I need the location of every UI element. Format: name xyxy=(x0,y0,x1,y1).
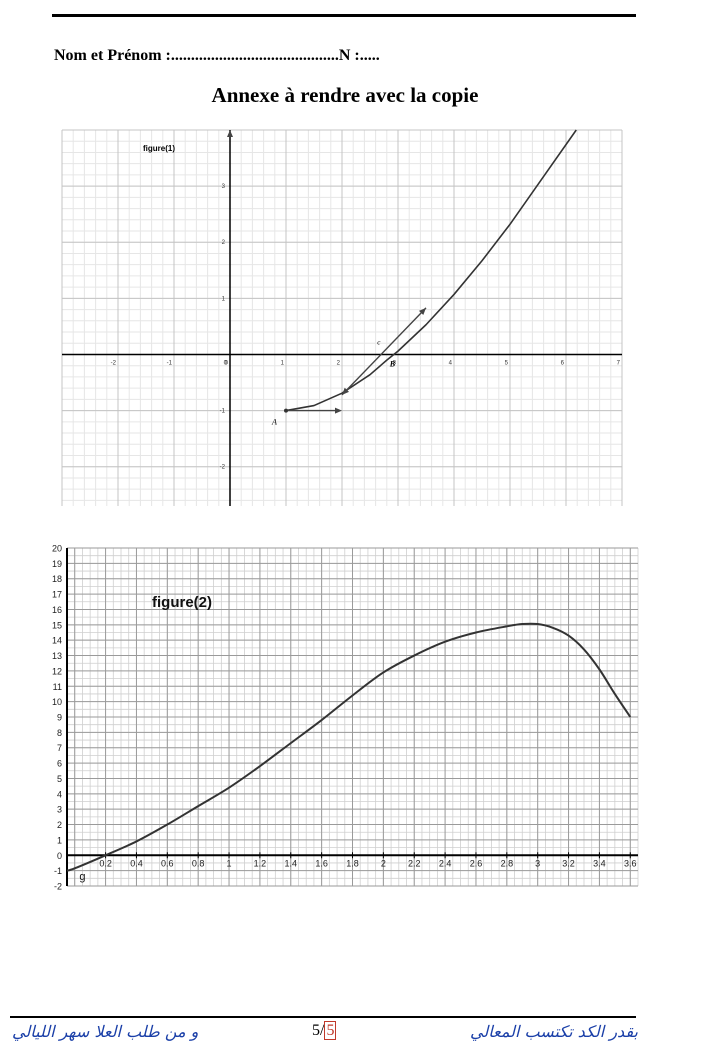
figure-1-origin-label: 0 xyxy=(224,360,228,366)
figure-2-y-tick-label: 10 xyxy=(52,697,62,707)
page-current: 5/ xyxy=(312,1022,325,1039)
figure-2-x-tick-label: 2.2 xyxy=(408,858,421,868)
figure-2-y-tick-label: 12 xyxy=(52,666,62,676)
figure-2-x-tick-label: 3 xyxy=(535,858,540,868)
figure-1-curve xyxy=(285,129,577,412)
figure-2-y-tick-label: 14 xyxy=(52,636,62,646)
figure-2-y-tick-label: 19 xyxy=(52,559,62,569)
figure-2-x-tick-label: 2.8 xyxy=(501,858,514,868)
figure-1-y-axis-arrow xyxy=(227,130,233,137)
page-number: 5/5 xyxy=(312,1021,337,1040)
figure-1-annotation-c: c xyxy=(377,339,381,347)
figure-2-y-tick-label: 8 xyxy=(57,728,62,738)
figure-2-y-tick-label: 13 xyxy=(52,651,62,661)
figure-2-y-tick-label: 3 xyxy=(57,805,62,815)
figure-1-y-tick-label: 2 xyxy=(222,240,226,246)
figure-2-y-tick-label: 11 xyxy=(53,682,62,692)
figure-1-x-tick-label: 7 xyxy=(617,360,621,366)
figure-2-x-tick-label: 3.2 xyxy=(562,858,575,868)
figure-2-x-tick-label: 3.4 xyxy=(593,858,606,868)
figure-2-x-tick-label: 0.8 xyxy=(192,858,205,868)
figure-2-y-tick-label: 17 xyxy=(52,590,62,600)
footer-left-text: و من طلب العلا سهر الليالي xyxy=(12,1022,199,1041)
figure-1-tangent-B-arrow-end xyxy=(418,307,426,316)
figure-1-point-A-label: A xyxy=(271,418,277,427)
figure-1-y-tick-label: 1 xyxy=(222,296,226,302)
figure-2-x-tick-label: 1.2 xyxy=(254,858,267,868)
figure-2-y-tick-label: 18 xyxy=(52,574,62,584)
figure-2-y-tick-label: 9 xyxy=(57,713,62,723)
figure-2-x-tick-label: 1 xyxy=(227,858,232,868)
figure-2-x-tick-label: 1.4 xyxy=(285,858,298,868)
figure-1-x-tick-label: 4 xyxy=(449,360,453,366)
figure-2-x-tick-label: 2.4 xyxy=(439,858,452,868)
figure-1-x-tick-label: -1 xyxy=(167,360,173,366)
figure-2-y-tick-label: -2 xyxy=(54,882,62,892)
figure-1-tangent-B-arrow-start xyxy=(342,387,350,395)
figure-1-x-tick-label: -2 xyxy=(111,360,117,366)
name-line: Nom et Prénom :.........................… xyxy=(54,47,380,64)
figure-1-y-tick-label: 3 xyxy=(222,184,226,190)
figure-2-y-tick-label: 4 xyxy=(57,789,62,799)
figure-2-title: figure(2) xyxy=(152,594,212,611)
figure-2-x-tick-label: 0.6 xyxy=(161,858,174,868)
document-title: Annexe à rendre avec la copie xyxy=(211,83,479,107)
figure-1-x-tick-label: 2 xyxy=(337,360,341,366)
figure-2-y-tick-label: 0 xyxy=(57,851,62,861)
figure-1-point-B-label: B xyxy=(389,359,396,368)
figure-2-y-tick-label: 16 xyxy=(52,605,62,615)
figure-1-x-tick-label: 5 xyxy=(505,360,509,366)
figure-1-x-tick-label: 6 xyxy=(561,360,565,366)
figure-2-x-tick-label: 2.6 xyxy=(470,858,483,868)
figure-2-x-tick-label: 0.4 xyxy=(130,858,143,868)
figure-2-curve xyxy=(66,622,632,872)
figure-2-curve-label: g xyxy=(79,871,85,883)
figure-1-title: figure(1) xyxy=(143,144,175,153)
figure-1-point-A xyxy=(284,408,288,413)
figure-2-x-tick-label: 2 xyxy=(381,858,386,868)
figure-1-x-tick-label: 3 xyxy=(393,360,397,366)
figure-1-x-tick-label: 1 xyxy=(281,360,285,366)
figure-2-y-tick-label: 7 xyxy=(57,743,62,753)
figure-2-y-tick-label: 6 xyxy=(57,759,62,769)
figure-2-x-tick-label: 1.6 xyxy=(315,858,328,868)
figure-2-y-tick-label: 5 xyxy=(57,774,62,784)
figure-2-y-tick-label: 1 xyxy=(57,835,62,845)
figure-2-y-tick-label: -1 xyxy=(54,866,62,876)
figure-2-y-tick-label: 20 xyxy=(52,544,62,554)
bottom-rule xyxy=(10,1016,636,1018)
figure-1-tangent-A-arrow xyxy=(335,407,342,414)
figure-2-x-tick-label: 1.8 xyxy=(346,858,359,868)
page-total: 5 xyxy=(324,1021,337,1040)
footer-right-text: بقدر الكد تكتسب المعالي xyxy=(470,1022,638,1041)
top-rule xyxy=(52,14,636,17)
figure-1-y-tick-label: -2 xyxy=(220,465,226,471)
figure-1-tangent-B xyxy=(341,307,427,396)
figure-2-x-tick-label: 0.2 xyxy=(99,858,112,868)
figure-1-y-tick-label: -1 xyxy=(220,409,226,415)
figure-2-y-tick-label: 2 xyxy=(57,820,62,830)
figure-1-x-tick-label: 0 xyxy=(225,360,229,366)
figure-2-x-tick-label: 3.6 xyxy=(624,858,637,868)
figure-2-y-tick-label: 15 xyxy=(52,620,62,630)
